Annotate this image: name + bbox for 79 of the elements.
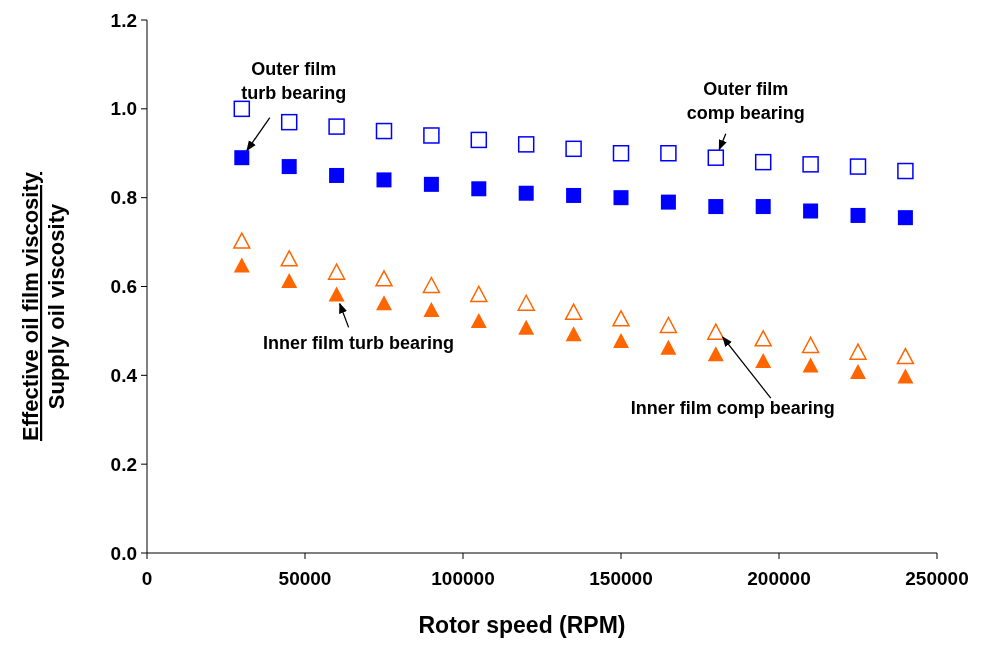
x-tick-label: 200000: [747, 568, 811, 589]
y-axis-title: Effective oil film viscosity Supply oil viscosity: [18, 171, 69, 441]
annotation: Inner film comp bearing: [630, 398, 835, 419]
point: [423, 127, 440, 144]
point: [471, 181, 487, 197]
point: [422, 276, 441, 294]
point: [802, 357, 819, 373]
point: [802, 156, 819, 173]
point: [281, 273, 298, 289]
point: [376, 295, 392, 311]
x-tick-label: 50000: [278, 568, 332, 589]
point: [233, 257, 250, 273]
point: [328, 118, 345, 135]
y-tick-label: 0.8: [110, 187, 137, 209]
point: [517, 136, 535, 153]
point: [897, 210, 913, 226]
point: [660, 145, 677, 162]
point: [849, 343, 867, 360]
y-tick-label: 0.2: [110, 453, 137, 475]
point: [754, 153, 772, 171]
x-tick-label: 150000: [589, 568, 653, 589]
y-tick-label: 0.6: [110, 276, 137, 298]
annotation: Outer film turb bearing: [241, 58, 347, 103]
point: [754, 330, 772, 347]
point: [707, 323, 725, 340]
point: [518, 319, 535, 335]
point: [755, 353, 772, 369]
y-tick-label: 0.0: [110, 542, 137, 564]
point: [328, 286, 345, 302]
point: [327, 263, 346, 280]
point: [897, 368, 914, 384]
point: [375, 270, 393, 287]
annotation: Outer film comp bearing: [686, 78, 805, 123]
point: [896, 347, 915, 365]
point: [376, 172, 392, 188]
point: [660, 194, 676, 210]
y-tick-label: 1.0: [110, 98, 137, 120]
x-tick-label: 250000: [905, 568, 969, 589]
point: [470, 131, 488, 149]
y-tick-label: 1.2: [110, 9, 137, 31]
point: [280, 113, 298, 131]
point: [518, 185, 534, 201]
point: [517, 294, 535, 312]
point: [233, 232, 251, 249]
point: [375, 122, 393, 140]
point: [565, 326, 582, 342]
point: [849, 158, 867, 175]
point: [423, 301, 440, 317]
point: [660, 339, 677, 355]
x-tick-label: 100000: [431, 568, 495, 589]
point: [659, 316, 678, 334]
x-axis-title: Rotor speed (RPM): [418, 612, 626, 638]
point: [565, 140, 582, 158]
point: [470, 313, 487, 329]
point: [708, 199, 724, 215]
point: [897, 162, 914, 180]
point: [612, 145, 630, 162]
point: [850, 207, 866, 223]
x-tick-label: 0: [141, 568, 153, 589]
point: [850, 364, 866, 380]
point: [612, 310, 630, 327]
point: [707, 149, 725, 166]
point: [801, 336, 820, 354]
point: [564, 303, 583, 320]
annotation: Inner film turb bearing: [263, 332, 455, 353]
point: [707, 346, 724, 362]
point: [613, 333, 629, 349]
point: [233, 100, 251, 118]
point: [423, 176, 439, 192]
point: [281, 159, 297, 175]
point: [803, 203, 819, 219]
point: [280, 250, 298, 267]
point: [470, 285, 488, 303]
y-tick-label: 0.4: [110, 364, 138, 386]
point: [566, 187, 582, 203]
point: [234, 150, 250, 166]
point: [613, 190, 629, 206]
point: [755, 199, 771, 215]
point: [329, 167, 345, 183]
